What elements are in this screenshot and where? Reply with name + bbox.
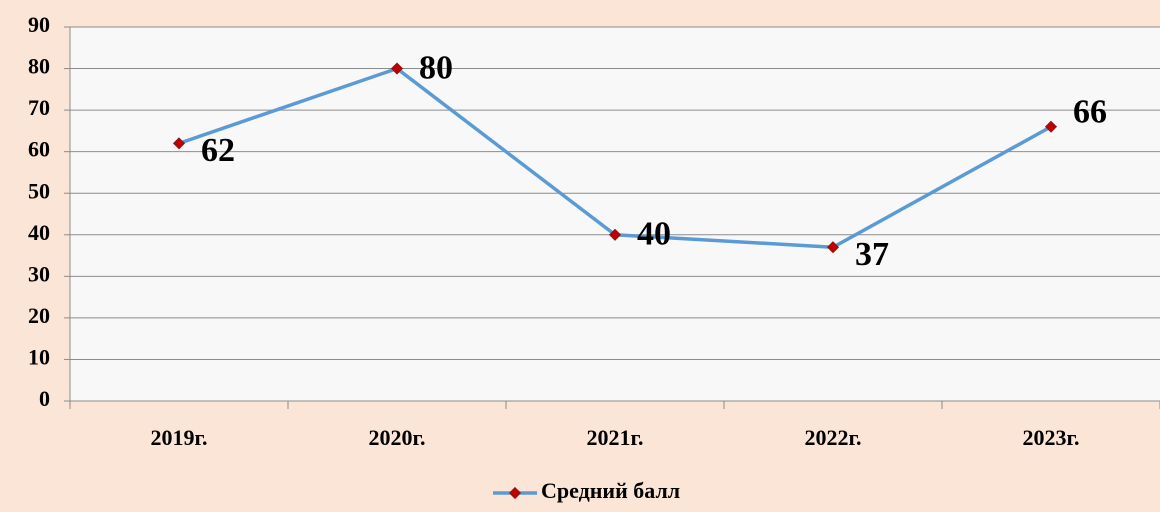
x-tick-label: 2021г. [586, 425, 643, 450]
y-tick-label: 90 [28, 12, 50, 37]
y-tick-label: 30 [28, 261, 50, 286]
x-tick-label: 2020г. [368, 425, 425, 450]
y-tick-label: 50 [28, 178, 50, 203]
y-tick-label: 40 [28, 220, 50, 245]
legend-label: Средний балл [541, 478, 680, 503]
data-label: 80 [419, 49, 453, 86]
data-label: 37 [855, 236, 889, 273]
y-tick-label: 80 [28, 54, 50, 79]
point-marker [826, 241, 840, 254]
y-tick-label: 70 [28, 95, 50, 120]
data-label: 40 [637, 216, 671, 253]
data-label: 62 [201, 132, 235, 169]
point-marker [390, 62, 404, 75]
point-marker [608, 228, 622, 241]
y-tick-label: 10 [28, 344, 50, 369]
x-tick-label: 2023г. [1022, 425, 1079, 450]
point-marker [172, 137, 186, 150]
y-tick-label: 60 [28, 137, 50, 162]
x-tick-label: 2019г. [150, 425, 207, 450]
y-tick-label: 20 [28, 303, 50, 328]
y-tick-label: 0 [39, 386, 50, 411]
legend-marker [508, 486, 522, 500]
x-tick-label: 2022г. [804, 425, 861, 450]
point-marker [1044, 120, 1058, 133]
plot-area [70, 27, 1160, 401]
data-label: 66 [1073, 94, 1107, 131]
